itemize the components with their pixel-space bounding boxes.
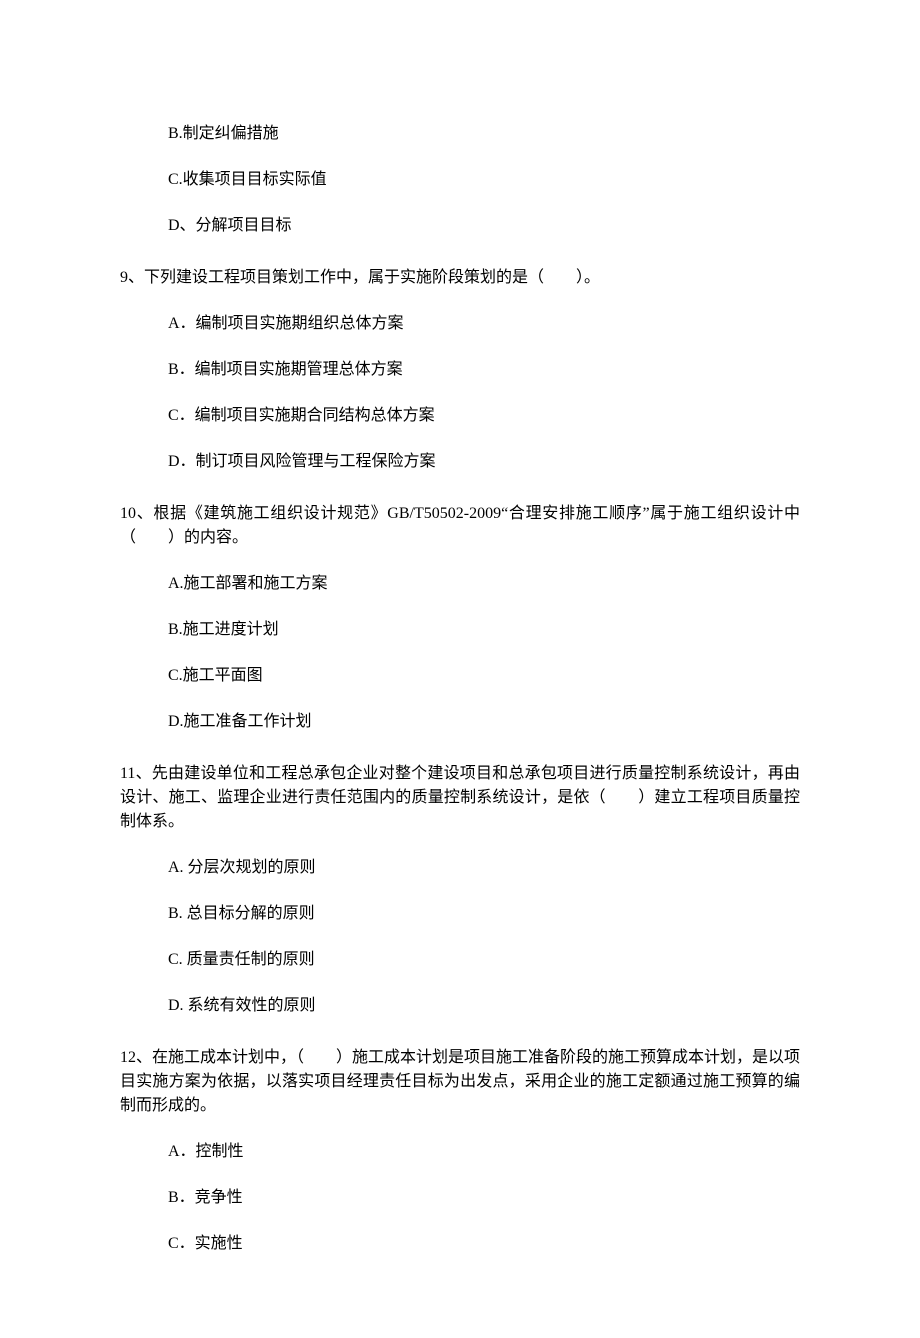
question-12-option-c: C．实施性 [168, 1232, 800, 1256]
question-10-option-c: C.施工平面图 [168, 664, 800, 688]
question-9-option-d: D．制订项目风险管理与工程保险方案 [168, 450, 800, 474]
question-11-option-a: A. 分层次规划的原则 [168, 856, 800, 880]
question-12-option-a: A．控制性 [168, 1140, 800, 1164]
question-9-option-a: A．编制项目实施期组织总体方案 [168, 312, 800, 336]
question-9-option-b: B．编制项目实施期管理总体方案 [168, 358, 800, 382]
question-11-stem: 11、先由建设单位和工程总承包企业对整个建设项目和总承包项目进行质量控制系统设计… [120, 762, 800, 834]
question-12-stem: 12、在施工成本计划中，（ ）施工成本计划是项目施工准备阶段的施工预算成本计划，… [120, 1046, 800, 1118]
option-c: C.收集项目目标实际值 [168, 168, 800, 192]
question-10-stem: 10、根据《建筑施工组织设计规范》GB/T50502-2009“合理安排施工顺序… [120, 502, 800, 550]
question-10-option-d: D.施工准备工作计划 [168, 710, 800, 734]
question-12-option-b: B．竞争性 [168, 1186, 800, 1210]
question-11-option-c: C. 质量责任制的原则 [168, 948, 800, 972]
question-9-stem: 9、下列建设工程项目策划工作中，属于实施阶段策划的是（ ）。 [120, 266, 800, 290]
option-b: B.制定纠偏措施 [168, 122, 800, 146]
question-9-option-c: C．编制项目实施期合同结构总体方案 [168, 404, 800, 428]
question-11-option-d: D. 系统有效性的原则 [168, 994, 800, 1018]
question-10-option-a: A.施工部署和施工方案 [168, 572, 800, 596]
question-11-option-b: B. 总目标分解的原则 [168, 902, 800, 926]
question-10-option-b: B.施工进度计划 [168, 618, 800, 642]
option-d: D、分解项目目标 [168, 214, 800, 238]
